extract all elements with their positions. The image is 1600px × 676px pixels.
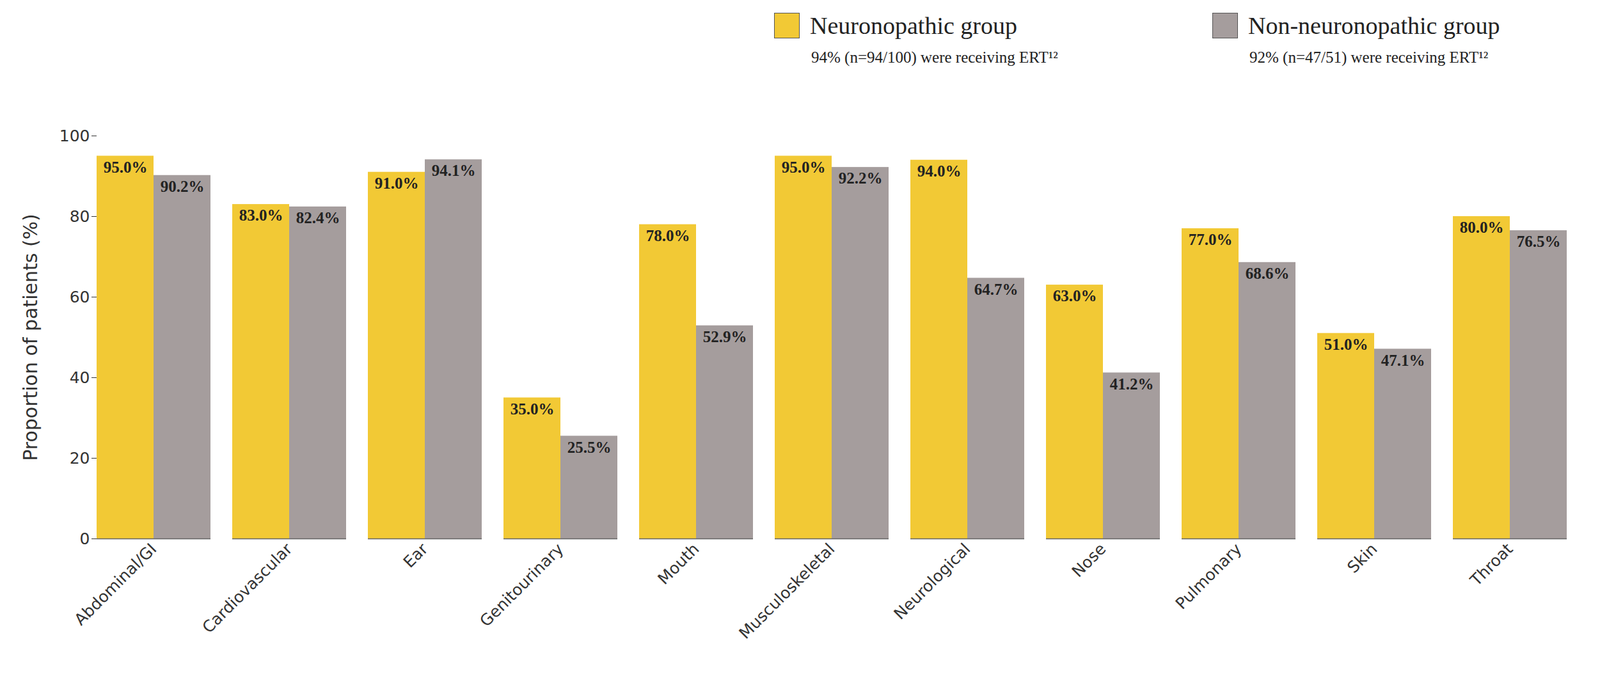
svg-text:82.4%: 82.4% xyxy=(296,209,341,227)
svg-text:52.9%: 52.9% xyxy=(703,328,748,346)
svg-text:Pulmonary: Pulmonary xyxy=(1172,539,1246,614)
svg-text:47.1%: 47.1% xyxy=(1381,351,1426,370)
svg-text:Musculoskeletal: Musculoskeletal xyxy=(735,539,839,643)
svg-text:60: 60 xyxy=(69,287,91,307)
svg-text:Cardiovascular: Cardiovascular xyxy=(198,539,297,638)
svg-text:78.0%: 78.0% xyxy=(646,227,691,245)
svg-text:20: 20 xyxy=(69,449,91,468)
html-text:Neuronopathic group: Neuronopathic group xyxy=(809,12,1018,40)
svg-text:Genitourinary: Genitourinary xyxy=(475,539,567,631)
svg-text:25.5%: 25.5% xyxy=(567,438,612,457)
svg-text:68.6%: 68.6% xyxy=(1245,264,1290,283)
html-text:94% (n=94/100) were receiving: 94% (n=94/100) were receiving ERT¹² xyxy=(811,48,1059,66)
svg-text:0: 0 xyxy=(79,529,91,549)
svg-text:Abdominal/GI: Abdominal/GI xyxy=(71,539,161,630)
svg-text:77.0%: 77.0% xyxy=(1188,230,1233,249)
svg-text:Proportion of patients (%): Proportion of patients (%) xyxy=(19,213,42,462)
svg-text:Nose: Nose xyxy=(1068,539,1110,582)
svg-text:94.0%: 94.0% xyxy=(917,162,962,180)
svg-text:41.2%: 41.2% xyxy=(1109,375,1155,393)
svg-text:64.7%: 64.7% xyxy=(974,280,1019,299)
svg-text:76.5%: 76.5% xyxy=(1516,232,1561,251)
svg-text:90.2%: 90.2% xyxy=(160,177,205,196)
svg-text:100: 100 xyxy=(59,127,91,146)
svg-text:95.0%: 95.0% xyxy=(781,158,826,176)
svg-text:Throat: Throat xyxy=(1466,539,1517,591)
svg-text:63.0%: 63.0% xyxy=(1053,287,1098,305)
svg-text:51.0%: 51.0% xyxy=(1324,335,1369,354)
svg-text:80.0%: 80.0% xyxy=(1459,218,1505,237)
svg-text:Mouth: Mouth xyxy=(653,539,703,589)
svg-text:92.2%: 92.2% xyxy=(838,169,883,187)
svg-text:83.0%: 83.0% xyxy=(239,206,284,224)
svg-text:Skin: Skin xyxy=(1343,539,1381,578)
svg-text:Ear: Ear xyxy=(399,539,432,572)
html-text:Non-neuronopathic group: Non-neuronopathic group xyxy=(1248,12,1500,40)
svg-text:94.1%: 94.1% xyxy=(431,161,476,180)
html-text:92% (n=47/51) were receiving E: 92% (n=47/51) were receiving ERT¹² xyxy=(1249,48,1489,66)
svg-text:95.0%: 95.0% xyxy=(103,158,148,176)
svg-text:Neurological: Neurological xyxy=(890,539,975,624)
svg-text:80: 80 xyxy=(69,207,91,226)
svg-text:35.0%: 35.0% xyxy=(510,400,555,418)
svg-text:40: 40 xyxy=(69,368,91,388)
svg-text:91.0%: 91.0% xyxy=(374,174,420,192)
